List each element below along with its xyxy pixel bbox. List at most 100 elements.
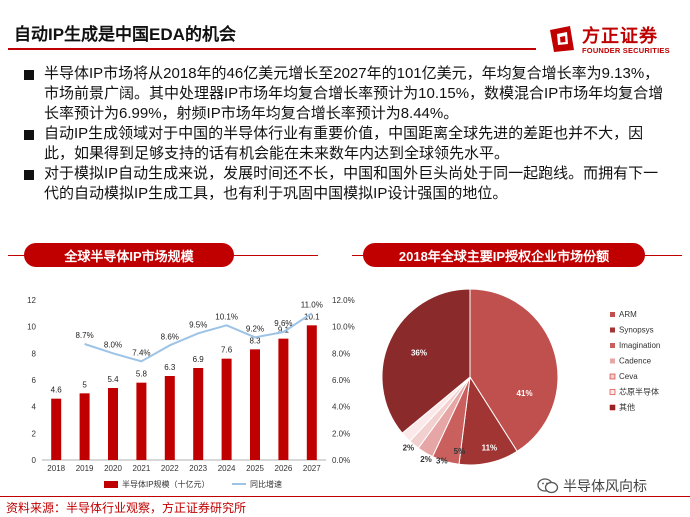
brand-logo: 方正证券 FOUNDER SECURITIES [548,22,673,62]
bullet-square-icon [24,70,34,80]
bullet-item: 半导体IP市场将从2018年的46亿美元增长至2027年的101亿美元，年均复合… [22,64,672,124]
footer-divider [0,496,690,497]
x-tick-label: 2025 [246,464,264,473]
pie-value-label: 2% [403,443,415,452]
bar-value-label: 9.1 [278,326,290,335]
bar-value-label: 5.8 [136,370,148,379]
y-left-tick-label: 12 [27,296,36,305]
founder-logo-icon [550,26,574,52]
growth-rate-line [84,312,313,363]
bar [108,388,118,460]
line-value-label: 11.0% [301,300,323,309]
bar [221,358,232,460]
bullet-text: 对于模拟IP自动生成来说，发展时间还不长，中国和国外巨头尚处于同一起跑线。而拥有… [44,165,659,202]
pie-value-label: 5% [454,447,466,456]
bar [306,325,317,460]
page-title: 自动IP生成是中国EDA的机会 [14,25,236,44]
x-tick-label: 2019 [76,464,94,473]
logo-name-en: FOUNDER SECURITIES [582,46,670,55]
bar-value-label: 4.6 [51,386,63,395]
bar [250,349,260,460]
y-left-tick-label: 10 [27,323,36,332]
y-right-tick-label: 2.0% [332,429,350,438]
logo-name-cn: 方正证券 [582,26,658,46]
bar-value-label: 5.4 [107,375,119,384]
x-tick-label: 2020 [104,464,122,473]
bar [136,382,147,460]
pie-legend-label: Cadence [619,357,652,366]
ip-vendor-share-heading: 2018年全球主要IP授权企业市场份额 [363,243,645,267]
bullet-item: 自动IP生成领域对于中国的半导体行业有重要价值，中国距离全球先进的差距也并不大，… [22,124,672,164]
bullet-text: 半导体IP市场将从2018年的46亿美元增长至2027年的101亿美元，年均复合… [44,65,664,122]
x-tick-label: 2026 [275,464,293,473]
line-value-label: 8.0% [104,340,122,349]
y-right-tick-label: 12.0% [332,296,355,305]
line-value-label: 10.1% [215,312,238,321]
x-tick-label: 2022 [161,464,179,473]
legend-bar-label: 半导体IP规模（十亿元） [122,479,210,489]
pie-legend-label: 芯原半导体 [619,387,659,397]
ip-vendor-share-chart: 41% 11% 5% 3% 2% 2% 36% ARM Synopsys Imagination C… [381,288,660,466]
bar [278,338,289,460]
y-left-tick-label: 6 [32,376,37,385]
bullet-square-icon [24,130,34,140]
y-right-tick-label: 10.0% [332,323,355,332]
y-right-tick-label: 4.0% [332,403,350,412]
y-left-tick-label: 8 [32,349,37,358]
ip-market-size-chart: 0 2 4 6 8 10 12 0.0% 2.0% 4.0% 6.0% 8.0% 10.0% 12.0% 4… [27,296,355,489]
line-value-label: 9.6% [274,319,292,328]
bar-value-label: 7.6 [221,346,233,355]
pie-value-label: 41% [517,389,533,398]
bar-value-label: 5 [82,380,87,389]
legend-bar-swatch [104,481,118,488]
x-tick-label: 2027 [303,464,321,473]
line-value-label: 9.2% [246,324,264,333]
y-right-tick-label: 6.0% [332,376,350,385]
pie-legend-swatch [610,312,615,317]
bar [79,393,90,460]
pie-legend-swatch [610,327,615,333]
bullet-square-icon [24,170,34,180]
title-divider [8,48,536,50]
bar-value-label: 8.3 [249,336,261,345]
ip-market-size-heading: 全球半导体IP市场规模 [24,243,234,267]
pie-legend-label: Ceva [619,372,638,381]
bar-value-label: 10.1 [304,312,320,321]
legend-line-label: 同比增速 [250,479,282,489]
source-note: 资料来源：半导体行业观察，方正证券研究所 [6,501,247,515]
pie-legend-swatch [610,343,615,348]
bar [164,376,175,460]
line-value-label: 8.7% [75,331,93,340]
bullet-item: 对于模拟IP自动生成来说，发展时间还不长，中国和国外巨头尚处于同一起跑线。而拥有… [22,164,672,204]
y-right-tick-label: 8.0% [332,349,350,358]
pie-legend-label: Imagination [619,341,660,350]
pie-legend-swatch [609,389,616,395]
pie-legend-label: Synopsys [619,326,654,335]
watermark-text: 半导体风向标 [563,478,647,494]
pie-legend-swatch [610,358,615,364]
pie-legend-label: 其他 [619,402,635,412]
bullet-list: 半导体IP市场将从2018年的46亿美元增长至2027年的101亿美元，年均复合… [22,64,672,204]
x-tick-label: 2024 [218,464,236,473]
watermark: 半导体风向标 [537,476,647,496]
pie-legend-swatch [609,373,616,380]
pie-value-label: 11% [482,443,498,452]
y-left-tick-label: 0 [32,456,37,465]
bar-value-label: 6.3 [164,363,176,372]
bar [193,368,204,460]
x-tick-label: 2023 [189,464,207,473]
line-value-label: 8.6% [161,332,179,341]
pie-value-label: 2% [420,455,432,464]
pie-slice [381,288,471,434]
line-value-label: 9.5% [189,320,207,329]
pie-value-label: 36% [411,348,427,357]
pie-legend-label: ARM [619,310,637,319]
line-value-label: 7.4% [132,348,150,357]
x-tick-label: 2018 [47,464,65,473]
y-left-tick-label: 4 [32,403,37,412]
pie-legend-swatch [609,404,616,411]
bar [51,398,62,460]
pie-value-label: 3% [436,457,448,466]
bullet-text: 自动IP生成领域对于中国的半导体行业有重要价值，中国距离全球先进的差距也并不大，… [44,125,644,162]
x-tick-label: 2021 [133,464,151,473]
